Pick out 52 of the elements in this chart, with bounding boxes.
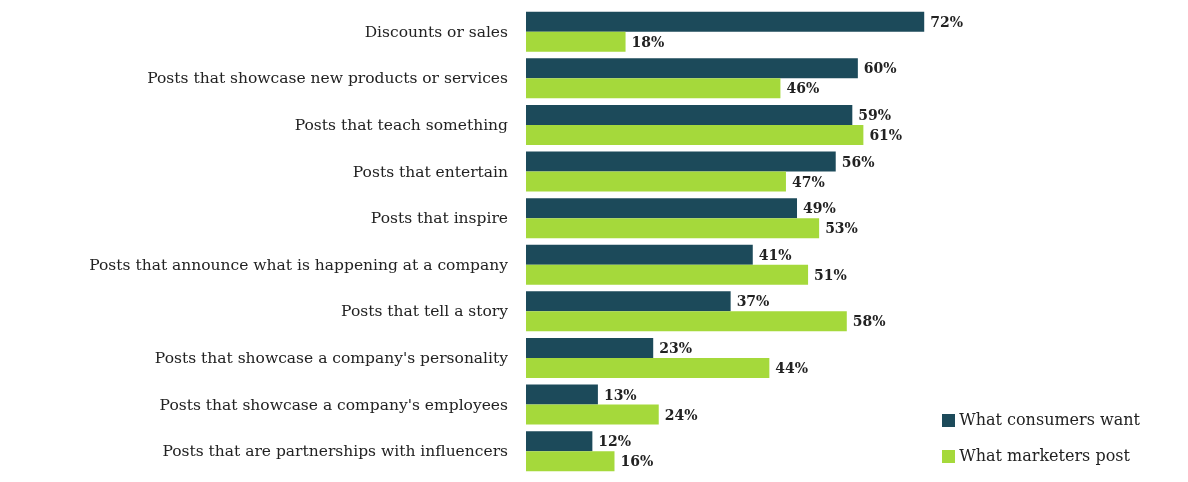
legend-label: What consumers want [959,410,1140,429]
y-tick-label: Posts that entertain [352,162,509,181]
data-label: 47% [791,173,825,190]
data-label: 56% [841,153,875,170]
bar [526,244,753,265]
y-tick-label: Posts that teach something [294,116,509,134]
bar [526,404,659,425]
y-tick-label: Posts that tell a story [341,302,509,321]
data-label: 18% [631,33,665,50]
bar [526,357,770,378]
bar [526,58,858,79]
bar [526,11,925,32]
bar [526,431,593,452]
y-tick-label: Discounts or sales [364,22,509,41]
data-label: 44% [775,359,809,376]
data-label: 58% [852,313,886,330]
data-label: 16% [620,453,654,470]
data-label: 12% [598,433,632,450]
data-label: 13% [603,386,637,403]
bar [526,124,864,145]
bar [526,451,615,472]
bar [526,171,786,192]
data-label: 24% [664,406,698,423]
y-tick-label: Posts that are partnerships with influencers [162,442,509,461]
bar [526,31,626,52]
bar [526,104,853,125]
y-tick-label: Posts that showcase a company's personality [154,349,509,367]
data-label: 23% [659,339,693,356]
data-label: 49% [803,200,836,217]
y-tick-label: Posts that showcase a company's employees [159,395,509,414]
bar [526,198,798,219]
bar [526,218,820,239]
data-label: 37% [736,293,770,310]
bar [526,337,654,358]
data-label: 60% [863,60,897,77]
bar [526,151,836,172]
bar [526,384,598,405]
y-tick-label: Posts that inspire [370,209,508,228]
data-label: 51% [814,266,847,283]
data-label: 59% [858,106,892,123]
data-label: 41% [758,246,792,263]
bar [526,78,781,99]
bar [526,291,731,312]
y-tick-label: Posts that showcase new products or services [147,69,509,88]
data-label: 61% [869,126,903,143]
data-label: 46% [786,80,820,97]
data-label: 53% [825,220,858,237]
bar [526,264,809,285]
y-tick-label: Posts that announce what is happening at a company [89,255,509,274]
bar [526,311,847,332]
data-label: 72% [930,13,964,30]
legend-label: What marketers post [959,446,1130,465]
